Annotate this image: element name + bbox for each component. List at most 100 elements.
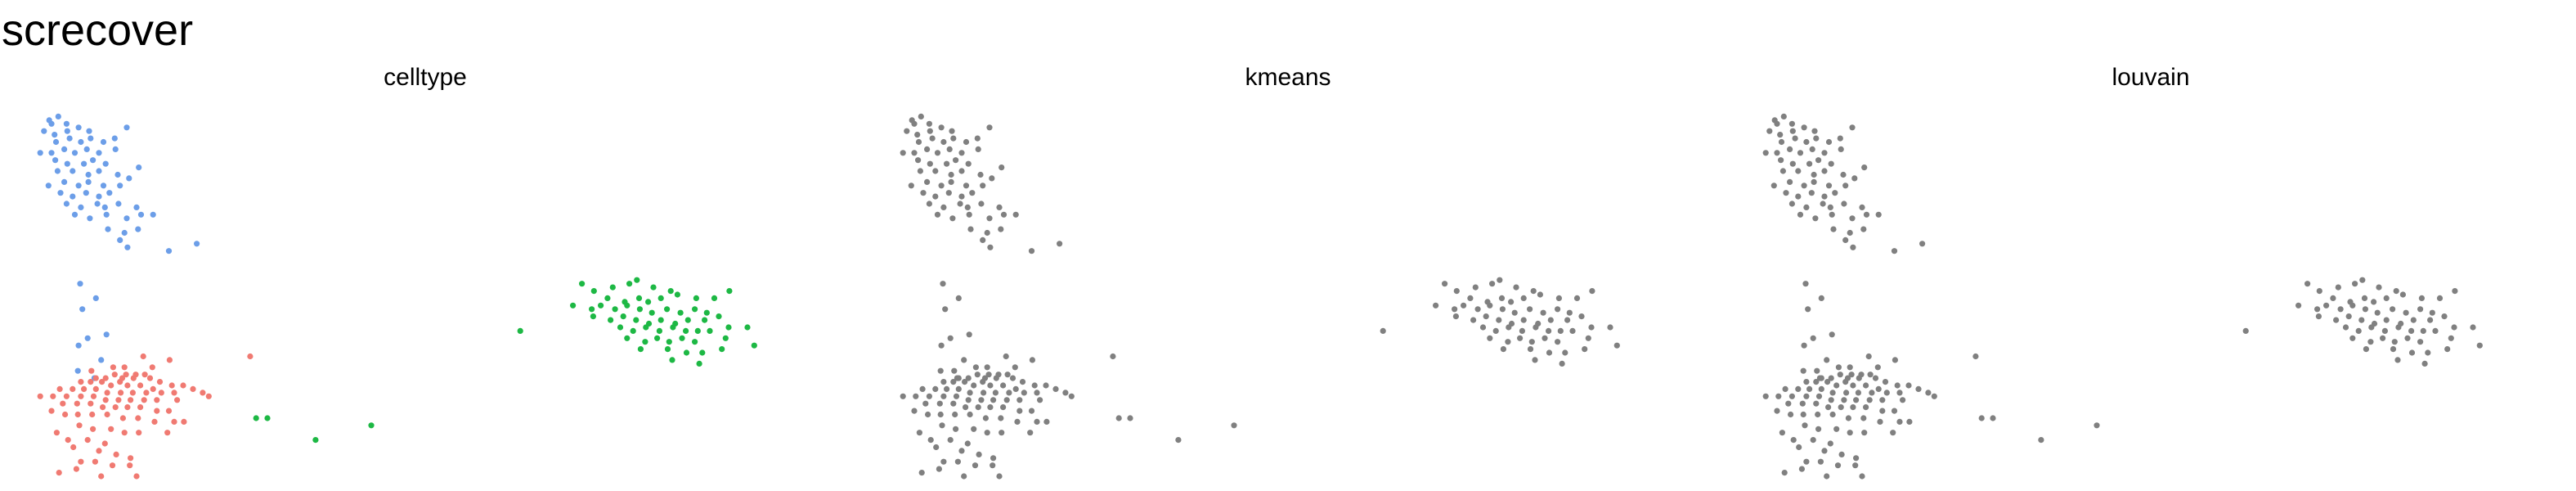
scatter-point xyxy=(933,444,940,451)
scatter-point xyxy=(1788,393,1795,399)
scatter-point xyxy=(612,306,618,313)
scatter-point xyxy=(1175,437,1182,444)
scatter-point xyxy=(136,164,142,171)
scatter-point xyxy=(2333,317,2340,323)
scatter-point xyxy=(1874,364,1881,371)
scatter-point xyxy=(50,393,56,399)
scatter-point xyxy=(2296,302,2302,309)
scatter-point xyxy=(1859,473,1865,480)
scatter-point xyxy=(974,372,981,378)
scatter-point xyxy=(971,382,977,389)
scatter-point xyxy=(918,113,924,119)
scatter-point xyxy=(78,204,84,210)
scatter-point xyxy=(171,390,177,396)
scatter-point xyxy=(1877,418,1883,425)
scatter-point xyxy=(940,458,947,465)
scatter-point xyxy=(2395,324,2402,331)
scatter-point xyxy=(104,411,110,418)
scatter-point xyxy=(1540,309,1546,316)
scatter-point xyxy=(2358,317,2365,323)
scatter-point xyxy=(1832,190,1838,196)
scatter-point xyxy=(2420,327,2426,334)
scatter-point xyxy=(1527,306,1533,313)
scatter-point xyxy=(78,393,84,399)
scatter-point xyxy=(133,473,140,480)
scatter-point xyxy=(609,284,616,291)
scatter-point xyxy=(598,302,604,309)
scatter-point xyxy=(692,306,698,313)
scatter-point xyxy=(75,342,82,349)
scatter-point xyxy=(2038,437,2044,444)
scatter-point xyxy=(1012,211,1019,218)
scatter-point xyxy=(1824,379,1831,385)
scatter-point xyxy=(1057,241,1063,247)
scatter-point xyxy=(109,462,116,469)
scatter-point xyxy=(1497,277,1503,283)
scatter-point xyxy=(2381,327,2388,334)
scatter-point xyxy=(200,390,206,396)
scatter-point xyxy=(1062,390,1069,396)
scatter-point xyxy=(54,168,61,174)
scatter-point xyxy=(110,364,116,371)
scatter-point xyxy=(650,284,657,291)
scatter-point xyxy=(2342,324,2349,331)
scatter-plot xyxy=(900,113,1620,480)
scatter-point xyxy=(1766,128,1773,134)
scatter-point xyxy=(1520,295,1527,301)
scatter-point xyxy=(1850,244,1856,250)
scatter-point xyxy=(965,397,972,403)
scatter-point xyxy=(1894,382,1901,389)
scatter-point xyxy=(980,379,986,385)
scatter-point xyxy=(88,400,94,407)
scatter-point xyxy=(940,281,946,287)
scatter-point xyxy=(2444,346,2451,353)
scatter-point xyxy=(1830,226,1837,232)
scatter-point xyxy=(1829,390,1836,396)
scatter-point xyxy=(949,128,955,134)
scatter-point xyxy=(992,390,999,396)
scatter-point xyxy=(1837,372,1843,378)
scatter-point xyxy=(1003,353,1009,360)
scatter-point xyxy=(938,124,945,131)
scatter-point xyxy=(1789,128,1796,134)
scatter-point xyxy=(989,175,995,182)
scatter-point xyxy=(967,226,974,232)
scatter-point xyxy=(1000,211,1008,218)
scatter-point xyxy=(129,390,136,396)
scatter-point xyxy=(52,157,59,164)
scatter-point xyxy=(1006,390,1012,396)
scatter-point xyxy=(1842,236,1849,243)
scatter-point xyxy=(1115,415,1122,421)
scatter-point xyxy=(2390,346,2397,353)
scatter-point xyxy=(137,382,144,389)
scatter-point xyxy=(1785,400,1792,407)
scatter-point xyxy=(1800,411,1806,418)
scatter-point xyxy=(1824,473,1830,480)
scatter-point xyxy=(56,385,63,392)
scatter-point xyxy=(937,411,944,418)
scatter-point xyxy=(2361,295,2368,301)
scatter-point xyxy=(105,226,111,232)
scatter-point xyxy=(126,175,132,182)
scatter-point xyxy=(517,327,523,334)
scatter-point xyxy=(934,211,941,218)
scatter-point xyxy=(961,473,967,480)
scatter-point xyxy=(1879,397,1886,403)
scatter-point xyxy=(1803,393,1810,399)
scatter-point xyxy=(101,440,108,447)
scatter-point xyxy=(1805,306,1811,313)
scatter-point xyxy=(1795,193,1802,200)
panel-title: celltype xyxy=(384,64,467,91)
scatter-point xyxy=(904,128,910,134)
scatter-point xyxy=(1803,458,1810,465)
scatter-point xyxy=(1542,335,1548,341)
panel-title: louvain xyxy=(2112,64,2190,91)
scatter-point xyxy=(64,128,70,134)
scatter-point xyxy=(684,317,691,323)
scatter-point xyxy=(2391,339,2398,345)
scatter-point xyxy=(1896,390,1903,396)
scatter-point xyxy=(954,458,961,465)
scatter-point xyxy=(633,317,640,323)
scatter-point xyxy=(60,400,66,407)
scatter-point xyxy=(999,164,1005,171)
